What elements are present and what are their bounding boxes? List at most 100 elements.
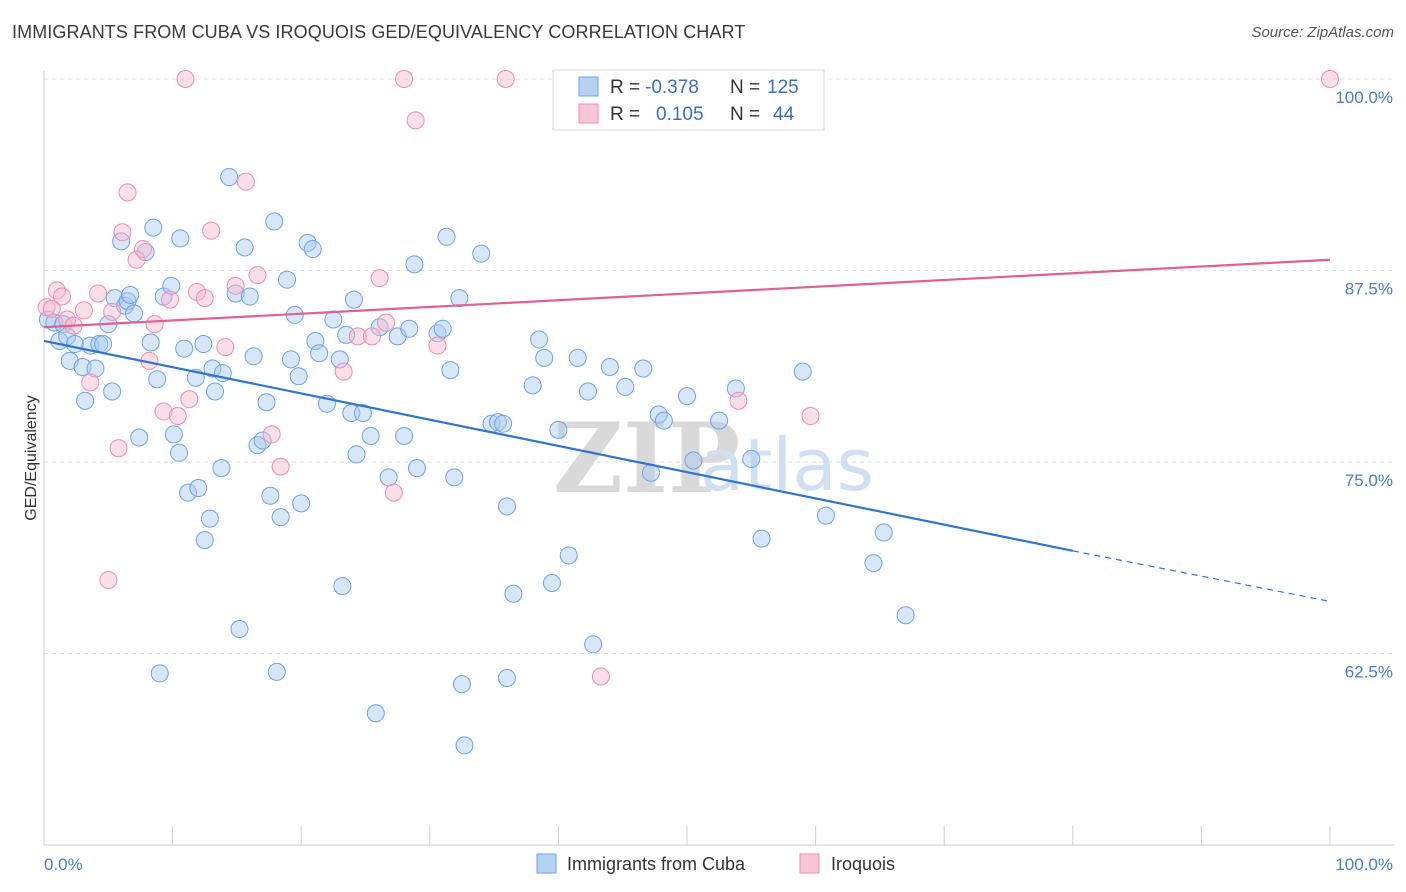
data-point-iroquois (262, 425, 281, 444)
data-point-iroquois (168, 407, 187, 426)
data-point-cuba (189, 479, 208, 498)
data-point-cuba (523, 376, 542, 395)
data-point-cuba (136, 243, 155, 262)
data-point-cuba (148, 370, 167, 389)
data-point-cuba (654, 411, 673, 430)
data-point-cuba (710, 411, 729, 430)
data-point-cuba (584, 635, 603, 654)
data-point-cuba (244, 347, 263, 366)
gridlines (44, 78, 1394, 654)
data-point-cuba (793, 362, 812, 381)
legend-swatch-cuba (578, 76, 599, 97)
data-point-cuba (150, 664, 169, 683)
data-point-cuba (616, 377, 635, 396)
data-point-cuba (542, 574, 561, 593)
data-point-cuba (226, 284, 245, 303)
data-point-cuba (455, 736, 474, 755)
legend-r-label-cuba: R = (610, 77, 640, 98)
data-point-cuba (212, 459, 231, 478)
data-point-cuba (535, 348, 554, 367)
watermark: ZIP atlas (553, 402, 874, 515)
data-point-cuba (684, 451, 703, 470)
data-point-cuba (130, 428, 149, 447)
data-point-cuba (171, 229, 190, 248)
trendline-cuba-extension (1072, 550, 1331, 603)
data-point-iroquois (161, 290, 180, 309)
data-point-cuba (497, 669, 516, 688)
data-point-cuba (240, 287, 259, 306)
data-point-iroquois (99, 570, 118, 589)
data-point-cuba (504, 584, 523, 603)
data-point-iroquois (226, 276, 245, 295)
data-point-iroquois (377, 313, 396, 332)
data-point-iroquois (180, 390, 199, 409)
top-legend: R = -0.378 N = 125 R = 0.105 N = 44 (552, 69, 825, 131)
data-point-iroquois (74, 301, 93, 320)
data-point-cuba (874, 523, 893, 542)
data-point-iroquois (47, 281, 66, 300)
data-point-iroquois (89, 284, 108, 303)
data-point-iroquois (384, 483, 403, 502)
legend-swatch-iroquois (578, 103, 599, 124)
legend-n-label-iroquois: N = (730, 104, 760, 125)
data-point-iroquois (591, 667, 610, 686)
bottom-legend-swatch-iroquois (799, 853, 820, 874)
data-point-iroquois (216, 338, 235, 357)
legend-r-label-iroquois: R = (610, 104, 640, 125)
data-point-cuba (179, 483, 198, 502)
data-point-cuba (864, 554, 883, 573)
data-point-cuba (441, 361, 460, 380)
data-point-cuba (298, 233, 317, 252)
data-point-cuba (370, 318, 389, 337)
data-point-cuba (170, 443, 189, 462)
legend-r-value-cuba: -0.378 (645, 77, 699, 98)
data-point-iroquois (236, 172, 255, 191)
data-point-cuba (379, 468, 398, 487)
data-point-cuba (164, 425, 183, 444)
data-point-cuba (578, 382, 597, 401)
data-point-cuba (267, 662, 286, 681)
data-point-cuba (257, 393, 276, 412)
data-point-cuba (896, 606, 915, 625)
data-point-iroquois (395, 70, 414, 88)
data-point-iroquois (406, 111, 425, 130)
y-tick-label: 87.5% (1345, 280, 1393, 299)
data-point-iroquois (109, 439, 128, 458)
data-point-cuba (649, 405, 668, 424)
y-ticks: 62.5% 75.0% 87.5% 100.0% (1335, 88, 1393, 682)
data-point-cuba (437, 227, 456, 246)
data-point-cuba (407, 459, 426, 478)
y-tick-label: 100.0% (1335, 88, 1393, 107)
data-point-cuba (400, 319, 419, 338)
data-point-cuba (94, 335, 113, 354)
data-point-iroquois (248, 266, 267, 285)
bottom-legend-label-iroquois: Iroquois (831, 854, 895, 874)
data-point-iroquois (370, 269, 389, 288)
data-point-cuba (405, 255, 424, 274)
data-point-cuba (494, 414, 513, 433)
data-point-cuba (366, 704, 385, 723)
data-point-cuba (344, 290, 363, 309)
data-point-iroquois (202, 221, 221, 240)
legend-n-label-cuba: N = (730, 77, 760, 98)
chart-title: IMMIGRANTS FROM CUBA VS IROQUOIS GED/EQU… (12, 22, 746, 42)
data-point-cuba (73, 358, 92, 377)
data-point-cuba (220, 168, 239, 187)
bottom-legend-swatch-cuba (536, 853, 557, 874)
data-point-cuba (337, 325, 356, 344)
data-point-cuba (86, 359, 105, 378)
data-point-iroquois (103, 302, 122, 321)
data-point-cuba (549, 420, 568, 439)
trendline-cuba (43, 339, 1074, 552)
watermark-zip: ZIP (553, 402, 740, 515)
data-point-iroquois (154, 402, 173, 421)
data-point-cuba (530, 330, 549, 349)
data-point-cuba (112, 232, 131, 251)
data-point-cuba (194, 335, 213, 354)
trendline-iroquois (43, 258, 1331, 329)
data-point-cuba (452, 675, 471, 694)
x-ticks: 0.0% 100.0% (43, 826, 1393, 874)
data-point-cuba (333, 577, 352, 596)
data-point-cuba (278, 270, 297, 289)
